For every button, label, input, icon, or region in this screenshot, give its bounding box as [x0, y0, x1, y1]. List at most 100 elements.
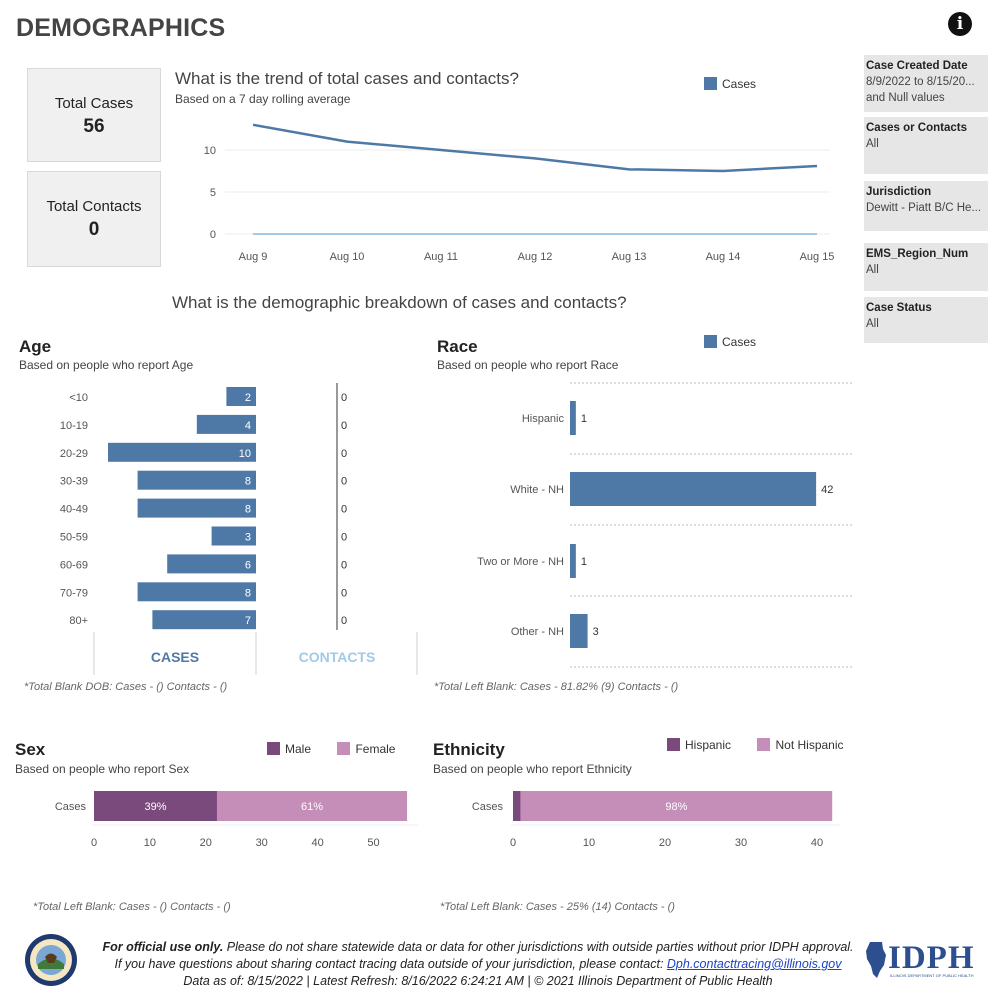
sex-segment-female: [216, 791, 408, 821]
filter-label: EMS_Region_Num: [866, 248, 969, 260]
legend-male-label: Male: [285, 742, 312, 756]
race-category-label: White - NH: [510, 484, 564, 496]
ethnicity-legend: Hispanic Not Hispanic: [667, 736, 844, 754]
trend-y-tick: 0: [210, 229, 216, 241]
age-cases-value: 6: [245, 559, 251, 571]
ethnicity-segment-label: 98%: [665, 801, 687, 813]
legend-swatch-male: [267, 742, 280, 755]
filter-value: and Null values: [866, 92, 945, 104]
total-contacts-value: 0: [88, 219, 100, 240]
illinois-map-icon: [866, 942, 886, 978]
contact-email-link[interactable]: Dph.contacttracing@illinois.gov: [666, 957, 842, 971]
age-contacts-value: 0: [341, 504, 347, 516]
age-cases-value: 8: [245, 587, 251, 599]
filter-case-created-date[interactable]: Case Created Date 8/9/2022 to 8/15/20... a…: [864, 55, 988, 112]
sex-segment-label: 61%: [301, 801, 323, 813]
age-category-label: 50-59: [60, 532, 88, 544]
age-category-label: 40-49: [60, 504, 88, 516]
sex-segment-male: [94, 791, 217, 821]
ethnicity-x-tick: 20: [659, 837, 671, 849]
ethnicity-note: *Total Left Blank: Cases - 25% (14) Cont…: [440, 901, 675, 913]
race-category-label: Hispanic: [522, 413, 565, 425]
age-subtitle: Based on people who report Age: [19, 358, 194, 372]
trend-x-tick: Aug 12: [518, 251, 553, 263]
ethnicity-x-tick: 30: [735, 837, 747, 849]
age-cases-value: 7: [245, 615, 251, 627]
age-cases-bar: [108, 442, 256, 462]
ethnicity-x-tick: 40: [811, 837, 823, 849]
age-category-label: 80+: [69, 615, 88, 627]
sex-note: *Total Left Blank: Cases - () Contacts -…: [33, 901, 231, 913]
filter-ems-region-num[interactable]: EMS_Region_Num All: [864, 243, 988, 291]
sex-x-tick: 20: [200, 837, 212, 849]
filter-value: All: [866, 318, 879, 330]
sex-x-tick: 50: [367, 837, 379, 849]
race-cases-value: 1: [581, 413, 587, 425]
race-category-label: Other - NH: [511, 626, 564, 638]
age-cases-bar: [196, 414, 256, 434]
race-cases-bar: [570, 544, 576, 578]
legend-swatch-not-hispanic: [757, 738, 771, 751]
race-subtitle: Based on people who report Race: [437, 358, 619, 372]
footer-line2: If you have questions about sharing cont…: [114, 957, 667, 971]
age-cases-value: 8: [245, 476, 251, 488]
ethnicity-segment-not-hispanic: [520, 791, 833, 821]
sex-segment-label: 39%: [144, 801, 166, 813]
race-cases-value: 3: [593, 626, 599, 638]
footer-official-use: For official use only.: [102, 940, 224, 954]
idph-logo-subtext: ILLINOIS DEPARTMENT OF PUBLIC HEALTH: [890, 973, 974, 978]
age-contacts-value: 0: [341, 448, 347, 460]
age-category-label: 70-79: [60, 587, 88, 599]
trend-chart-title: What is the trend of total cases and con…: [175, 69, 519, 88]
age-cases-bar: [167, 554, 256, 574]
tab-cases[interactable]: CASES: [150, 649, 200, 665]
age-cases-value: 3: [245, 532, 251, 544]
age-cases-bar: [226, 387, 256, 406]
race-bar-chart: Hispanic 1 White - NH 42 Two or More - NH 1 Ot…: [477, 382, 852, 668]
filter-cases-or-contacts[interactable]: Cases or Contacts All: [864, 117, 988, 174]
total-cases-card: Total Cases 56: [27, 68, 161, 162]
page-title: DEMOGRAPHICS: [16, 14, 226, 42]
filter-value: All: [866, 264, 879, 276]
filter-value: 8/9/2022 to 8/15/20...: [866, 76, 975, 88]
age-bar-chart: <10 2 0 10-19 4 0 20-29 10 0 30-39 8 0 40-49 8 0 50-59 3…: [60, 383, 418, 675]
tab-contacts[interactable]: CONTACTS: [298, 649, 376, 665]
filter-case-status[interactable]: Case Status All: [864, 297, 988, 343]
sex-x-tick: 0: [91, 837, 97, 849]
info-icon[interactable]: i: [948, 12, 972, 36]
trend-chart-subtitle: Based on a 7 day rolling average: [175, 92, 351, 106]
legend-swatch-cases: [704, 335, 717, 348]
total-contacts-card: Total Contacts 0: [27, 171, 161, 267]
race-legend-label: Cases: [722, 335, 757, 349]
age-contacts-value: 0: [341, 476, 347, 488]
age-cases-bar: [137, 498, 256, 518]
race-cases-value: 42: [821, 484, 833, 496]
age-note: *Total Blank DOB: Cases - () Contacts - …: [24, 681, 228, 693]
ethnicity-x-tick: 0: [510, 837, 516, 849]
age-contacts-value: 0: [341, 420, 347, 432]
illinois-state-seal-icon: [25, 934, 77, 986]
filter-value: All: [866, 138, 879, 150]
trend-y-tick: 10: [204, 145, 216, 157]
ethnicity-subtitle: Based on people who report Ethnicity: [433, 762, 632, 776]
trend-x-tick: Aug 9: [239, 251, 268, 263]
sex-x-tick: 30: [256, 837, 268, 849]
ethnicity-segment-hispanic: [513, 791, 521, 821]
legend-swatch-cases: [704, 77, 717, 90]
race-note: *Total Left Blank: Cases - 81.82% (9) Co…: [434, 681, 679, 693]
filter-jurisdiction[interactable]: Jurisdiction Dewitt - Piatt B/C He...: [864, 181, 988, 231]
ethnicity-bar-chart: Cases 98% 0 10 20 30 40: [472, 791, 840, 849]
ethnicity-x-tick: 10: [583, 837, 595, 849]
legend-female-label: Female: [355, 742, 396, 756]
race-cases-bar: [570, 401, 576, 435]
sex-x-tick: 10: [144, 837, 156, 849]
trend-line-chart: 0 5 10 Aug 9 Aug 10 Aug 11 Aug 12 Aug 13 Aug 14 A…: [204, 123, 834, 263]
age-contacts-value: 0: [341, 559, 347, 571]
age-contacts-value: 0: [341, 587, 347, 599]
race-category-label: Two or More - NH: [477, 556, 564, 568]
trend-x-tick: Aug 10: [330, 251, 365, 263]
age-cases-bar: [137, 470, 256, 490]
sex-bar-chart: Cases 39% 61% 0 10 20 30 40 50: [55, 791, 419, 849]
breakdown-title: What is the demographic breakdown of cas…: [172, 293, 627, 312]
filter-label: Jurisdiction: [866, 186, 932, 198]
